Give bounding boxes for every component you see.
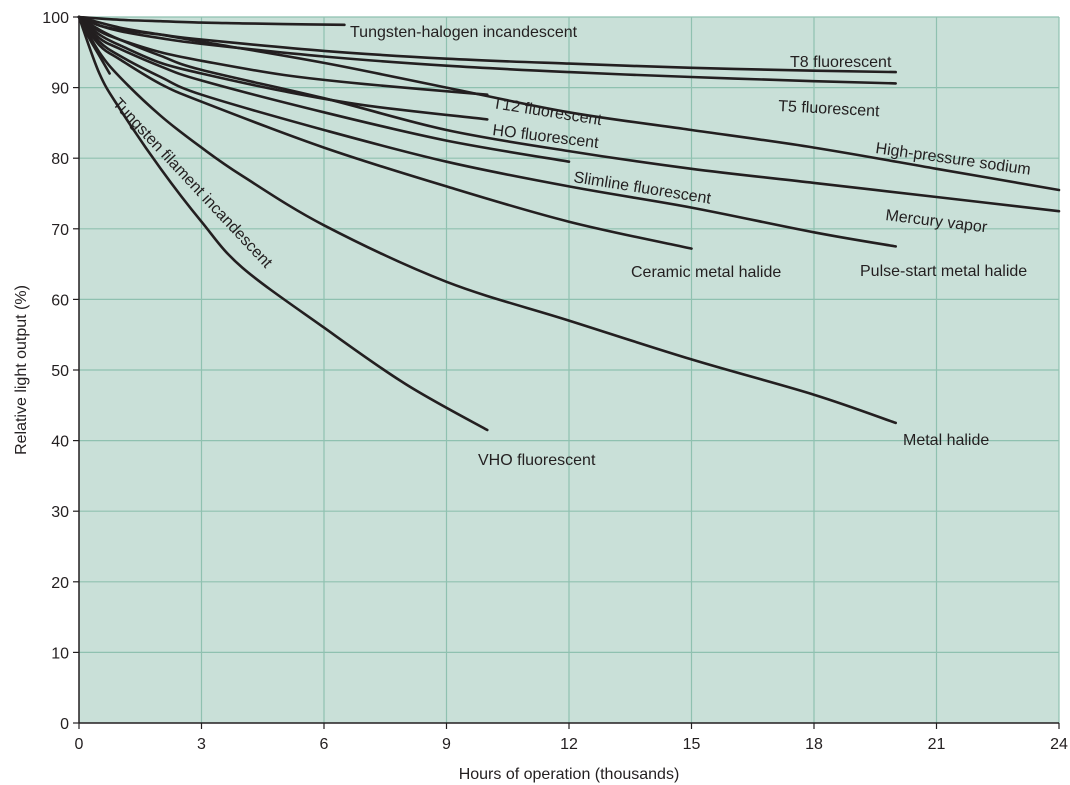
y-tick-label: 20	[51, 575, 69, 592]
y-tick-label: 70	[51, 222, 69, 239]
x-tick-label: 0	[75, 736, 84, 753]
label-t8-fluorescent: T8 fluorescent	[790, 54, 892, 71]
series-line-ho-fluorescent	[77, 15, 489, 121]
x-tick-labels: 0 3 6 9 12 15 18 21 24	[75, 723, 1068, 753]
series-line-metal-halide	[77, 15, 897, 425]
series-line-t5-fluorescent	[77, 15, 897, 85]
y-tick-label: 80	[51, 151, 69, 168]
series-line-t8-fluorescent	[77, 15, 897, 74]
series-line-high-pressure-sodium	[77, 15, 1061, 192]
series-line-ceramic-metal-halide	[77, 15, 693, 250]
x-tick-label: 24	[1050, 736, 1068, 753]
label-pulse-start-metal-halide: Pulse-start metal halide	[860, 263, 1027, 280]
y-tick-label: 90	[51, 81, 69, 98]
label-metal-halide: Metal halide	[903, 432, 989, 449]
series-line-vho-fluorescent	[77, 15, 489, 432]
x-tick-label: 6	[320, 736, 329, 753]
y-tick-label: 100	[42, 10, 69, 27]
x-tick-label: 15	[683, 736, 701, 753]
label-tungsten-halogen: Tungsten-halogen incandescent	[350, 24, 578, 41]
y-tick-label: 50	[51, 363, 69, 380]
series-line-t12-fluorescent	[77, 15, 489, 96]
y-tick-labels: 0 10 20 30 40 50 60 70 80 90 100	[42, 10, 79, 733]
y-tick-label: 40	[51, 434, 69, 451]
gridlines	[79, 16, 1060, 723]
label-ceramic-metal-halide: Ceramic metal halide	[631, 264, 781, 281]
y-tick-label: 30	[51, 504, 69, 521]
y-tick-label: 0	[60, 716, 69, 733]
series-line-tungsten-halogen-incandescent	[77, 15, 346, 27]
label-vho-fluorescent: VHO fluorescent	[478, 452, 596, 469]
x-tick-label: 9	[442, 736, 451, 753]
y-tick-label: 10	[51, 645, 69, 662]
y-tick-label: 60	[51, 292, 69, 309]
x-tick-label: 3	[197, 736, 206, 753]
series-line-tungsten-filament-incandescent	[77, 15, 111, 75]
x-tick-label: 12	[560, 736, 578, 753]
x-axis-title: Hours of operation (thousands)	[459, 766, 680, 783]
y-axis-title: Relative light output (%)	[13, 285, 30, 455]
series-line-pulse-start-metal-halide	[77, 15, 897, 248]
label-t5-fluorescent: T5 fluorescent	[778, 98, 881, 120]
x-tick-label: 21	[928, 736, 946, 753]
series-line-slimline-fluorescent	[77, 15, 571, 163]
x-tick-label: 18	[805, 736, 823, 753]
series-lines	[77, 15, 1061, 432]
